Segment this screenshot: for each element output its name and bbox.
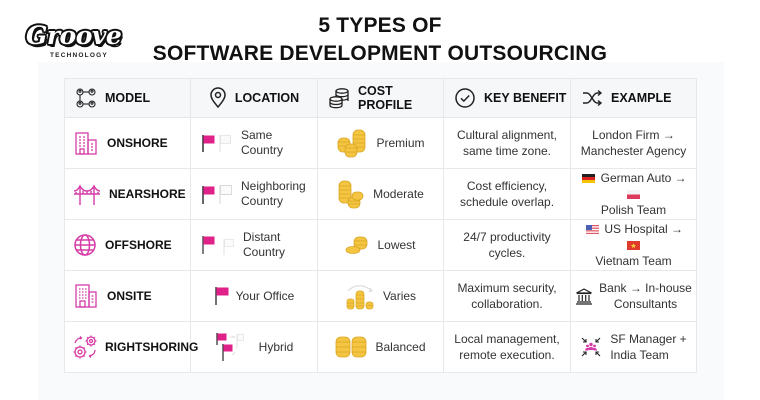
building-icon <box>73 130 99 156</box>
logo-subtitle: TECHNOLOGY <box>50 52 108 59</box>
cell-example: SF Manager + India Team <box>570 321 697 373</box>
two-flags-icon <box>201 183 235 205</box>
cell-example: London Firm → Manchester Agency <box>570 117 697 169</box>
table-row-rightshoring: RIGHTSHORING Hybrid <box>64 321 697 373</box>
cell-cost: Moderate <box>317 168 444 220</box>
cell-example: German Auto → Polish Team <box>570 168 697 220</box>
cell-location: Distant Country <box>190 219 318 271</box>
distant-flags-icon <box>201 234 237 256</box>
cell-benefit: Cost efficiency, schedule overlap. <box>443 168 571 220</box>
table-header-row: MODEL LOCATION <box>64 78 697 118</box>
cost-label: Balanced <box>375 340 426 354</box>
header-model-label: MODEL <box>105 91 151 105</box>
model-name: ONSHORE <box>107 136 168 150</box>
cost-label: Lowest <box>377 238 416 252</box>
coin-stacks-large-icon <box>336 127 368 159</box>
header-model: MODEL <box>64 78 191 118</box>
outsourcing-types-table: MODEL LOCATION <box>64 78 697 373</box>
header-location-label: LOCATION <box>234 91 300 105</box>
bridge-icon <box>73 182 101 206</box>
cell-example: Bank → In-house Consultants <box>570 270 697 322</box>
location-text: Neighboring Country <box>241 179 306 208</box>
two-flags-icon <box>201 133 235 153</box>
model-name: ONSITE <box>107 289 152 303</box>
cost-label: Premium <box>376 136 425 150</box>
model-name: NEARSHORE <box>109 187 186 201</box>
table-row-offshore: OFFSHORE Distant Country <box>64 219 697 271</box>
cell-location: Hybrid <box>190 321 318 373</box>
header-key-benefit: KEY BENEFIT <box>443 78 571 118</box>
coin-stack-small-icon <box>345 235 369 255</box>
cell-benefit: Local management, remote execution. <box>443 321 571 373</box>
check-circle-icon <box>454 87 476 109</box>
cell-cost: Varies <box>317 270 444 322</box>
cell-benefit: Cultural alignment, same time zone. <box>443 117 571 169</box>
header-example: EXAMPLE <box>570 78 697 118</box>
groove-logo: Groove TECHNOLOGY <box>26 22 122 60</box>
cost-label: Varies <box>382 289 417 303</box>
model-name: RIGHTSHORING <box>105 340 199 354</box>
cell-example: US Hospital → Vietnam Team <box>570 219 697 271</box>
cell-benefit: Maximum security, collaboration. <box>443 270 571 322</box>
shuffle-icon <box>581 89 603 107</box>
cell-model: ONSHORE <box>64 117 191 169</box>
network-icon <box>75 87 97 109</box>
header-example-label: EXAMPLE <box>611 91 672 105</box>
location-text: Your Office <box>235 288 295 303</box>
coin-pair-icon <box>335 335 367 359</box>
cost-label: Moderate <box>373 187 424 201</box>
cell-cost: Balanced <box>317 321 444 373</box>
coin-stacks-medium-icon <box>337 178 365 210</box>
header-cost-profile: COST PROFILE <box>317 78 444 118</box>
cell-model: ONSITE <box>64 270 191 322</box>
cell-benefit: 24/7 productivity cycles. <box>443 219 571 271</box>
coins-icon <box>328 87 350 109</box>
germany-flag-icon <box>582 174 596 184</box>
hybrid-flags-icon <box>215 332 245 362</box>
globe-icon <box>73 233 97 257</box>
cell-location: Neighboring Country <box>190 168 318 220</box>
header-benefit-label: KEY BENEFIT <box>484 91 567 105</box>
header-location: LOCATION <box>190 78 318 118</box>
table-row-onshore: ONSHORE Same Country <box>64 117 697 169</box>
cell-model: OFFSHORE <box>64 219 191 271</box>
table-row-nearshore: NEARSHORE Neighboring Country <box>64 168 697 220</box>
poland-flag-icon <box>627 190 640 200</box>
gears-icon <box>71 334 99 360</box>
cell-cost: Premium <box>317 117 444 169</box>
cell-model: NEARSHORE <box>64 168 191 220</box>
cell-location: Same Country <box>190 117 318 169</box>
vietnam-flag-icon <box>627 241 640 251</box>
cell-location: Your Office <box>190 270 318 322</box>
single-flag-icon <box>214 285 230 307</box>
bank-icon <box>575 287 593 305</box>
logo-wordmark: Groove <box>26 21 122 50</box>
cell-model: RIGHTSHORING <box>64 321 198 373</box>
office-building-icon <box>73 283 99 309</box>
model-name: OFFSHORE <box>105 238 172 252</box>
map-pin-icon <box>209 87 227 109</box>
usa-flag-icon <box>585 225 599 235</box>
table-row-onsite: ONSITE Your Office <box>64 270 697 322</box>
location-text: Same Country <box>241 128 284 157</box>
title-line-1: 5 TYPES OF <box>318 14 442 37</box>
page-title: 5 TYPES OF SOFTWARE DEVELOPMENT OUTSOURC… <box>140 12 620 68</box>
location-text: Hybrid <box>258 339 294 354</box>
title-line-2: SOFTWARE DEVELOPMENT OUTSOURCING <box>152 42 608 65</box>
header-cost-label: COST PROFILE <box>358 84 413 112</box>
cell-cost: Lowest <box>317 219 444 271</box>
team-converge-icon <box>580 336 602 358</box>
location-text: Distant Country <box>243 230 286 259</box>
coin-bars-icon <box>345 282 375 310</box>
